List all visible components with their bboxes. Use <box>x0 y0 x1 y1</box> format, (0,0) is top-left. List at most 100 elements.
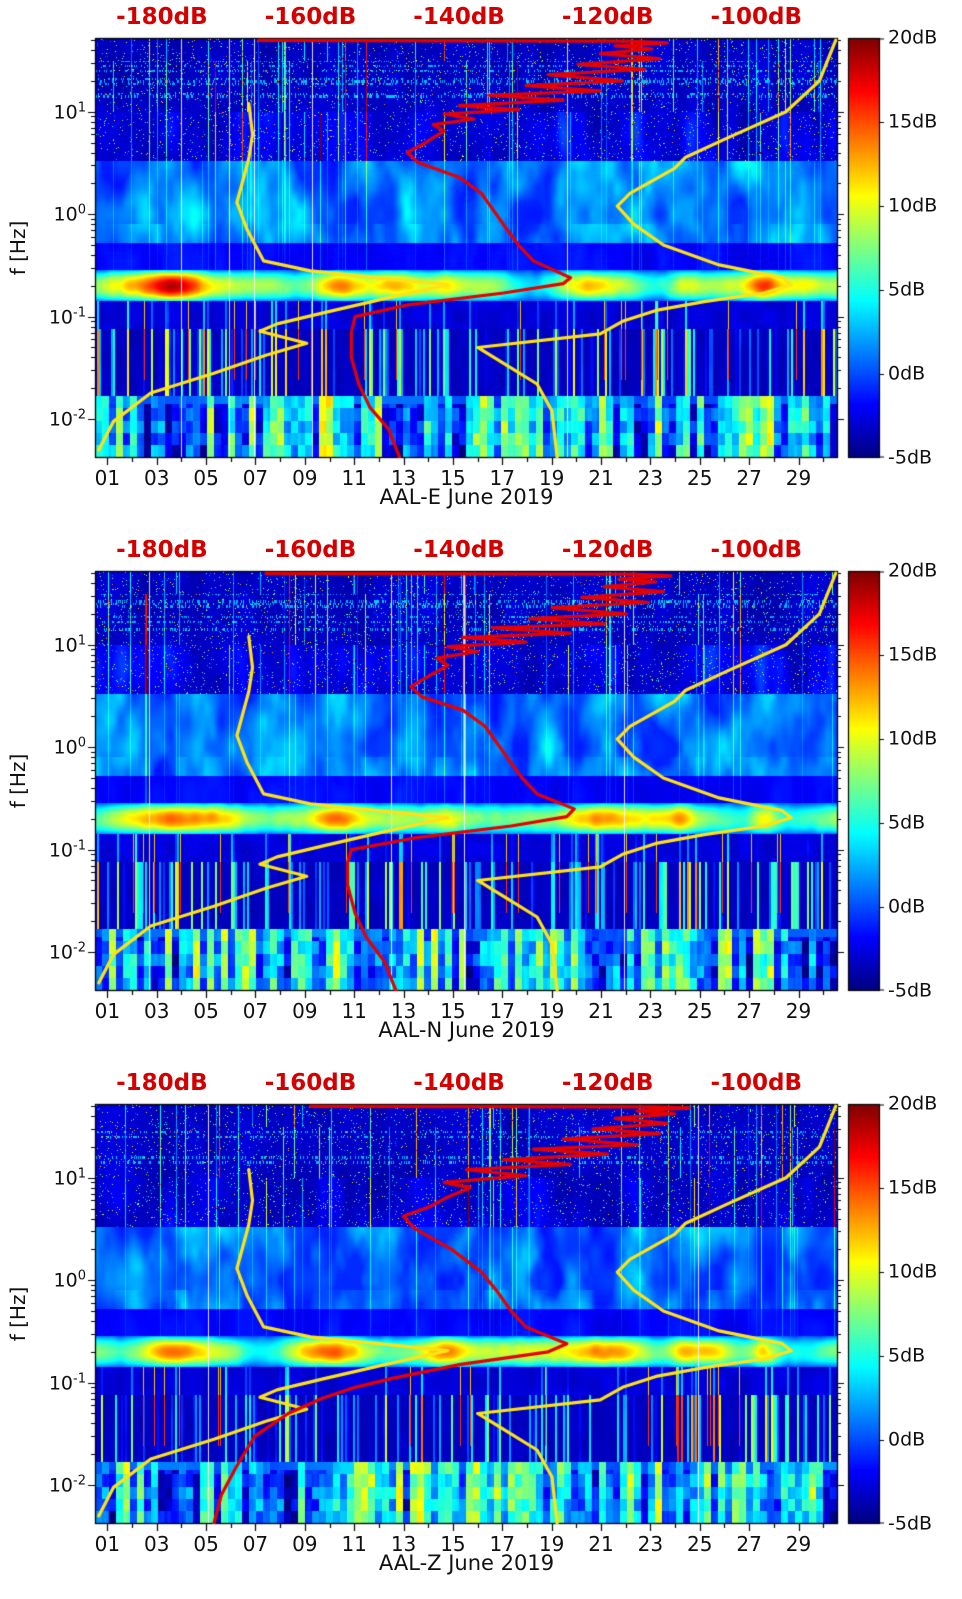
x-tick-label: 19 <box>538 466 565 490</box>
spectrogram-canvas-aal-n <box>0 533 962 1066</box>
y-tick-base: 10 <box>48 408 74 431</box>
y-tick-exponent: 1 <box>77 1166 86 1182</box>
top-axis-tick-label: -140dB <box>413 537 505 563</box>
y-tick-label: 101 <box>54 634 86 655</box>
panel-title: AAL-Z June 2019 <box>378 1551 555 1575</box>
top-axis-tick-label: -120dB <box>561 4 654 30</box>
panel-aal-z: -180dB -160dB -140dB -120dB -100dB 01 03 05 07 09… <box>0 1066 962 1599</box>
y-tick-base: 10 <box>53 203 78 226</box>
y-tick-base: 10 <box>48 941 74 964</box>
top-axis-tick-label: -180dB <box>116 4 208 30</box>
y-tick-exponent: 0 <box>77 1268 86 1284</box>
x-tick-label: 01 <box>94 1532 121 1556</box>
colorbar-tick-label: 15dB <box>888 110 938 133</box>
y-tick-label: 10-2 <box>49 1474 86 1495</box>
top-axis-tick-label: -160dB <box>264 4 357 30</box>
x-tick-label: 23 <box>637 1532 664 1556</box>
y-tick-label: 101 <box>54 101 86 122</box>
panel-title: AAL-N June 2019 <box>378 1018 555 1042</box>
x-tick-label: 03 <box>143 1532 170 1556</box>
x-tick-label: 15 <box>440 466 466 490</box>
top-axis-tick-label: -140dB <box>413 4 505 30</box>
colorbar-tick-label: 5dB <box>888 1344 926 1367</box>
colorbar-tick-label: 20dB <box>888 26 938 49</box>
colorbar-tick-label: -5dB <box>888 979 933 1002</box>
x-tick-label: 11 <box>341 999 367 1023</box>
x-tick-label: 13 <box>390 1532 417 1556</box>
top-axis-tick-label: -160dB <box>264 1070 357 1096</box>
colorbar-tick-label: 10dB <box>888 727 938 750</box>
x-tick-label: 25 <box>687 999 713 1023</box>
x-tick-label: 01 <box>94 999 121 1023</box>
y-tick-exponent: 1 <box>77 100 86 116</box>
top-axis-tick-label: -120dB <box>561 537 654 563</box>
colorbar-tick-label: 10dB <box>888 194 938 217</box>
x-tick-label: 09 <box>292 999 318 1023</box>
colorbar-tick-label: 0dB <box>888 362 926 385</box>
colorbar-tick-label: 0dB <box>888 895 926 918</box>
panel-aal-n: -180dB -160dB -140dB -120dB -100dB 01 03 05 07 09… <box>0 533 962 1066</box>
y-tick-label: 101 <box>54 1167 86 1188</box>
x-tick-label: 25 <box>687 466 713 490</box>
top-axis-tick-label: -160dB <box>264 537 357 563</box>
x-tick-label: 21 <box>588 1532 614 1556</box>
x-tick-label: 07 <box>242 466 269 490</box>
x-tick-label: 07 <box>242 999 269 1023</box>
y-tick-base: 10 <box>53 634 78 657</box>
x-tick-label: 13 <box>390 999 417 1023</box>
y-tick-label: 100 <box>54 737 86 758</box>
colorbar-tick-label: 5dB <box>888 811 926 834</box>
colorbar-tick-label: 5dB <box>888 278 926 301</box>
colorbar-tick-label: 0dB <box>888 1428 926 1451</box>
x-tick-label: 07 <box>242 1532 269 1556</box>
y-axis-label: f [Hz] <box>6 1286 30 1342</box>
x-tick-label: 19 <box>538 1532 565 1556</box>
colorbar-tick-label: -5dB <box>888 446 933 469</box>
y-tick-exponent: 1 <box>77 633 86 649</box>
top-axis-tick-label: -140dB <box>413 1070 505 1096</box>
x-tick-label: 03 <box>143 466 170 490</box>
x-tick-label: 15 <box>440 1532 466 1556</box>
top-axis-tick-label: -180dB <box>116 537 208 563</box>
x-tick-label: 19 <box>538 999 565 1023</box>
y-tick-exponent: -2 <box>73 1473 86 1489</box>
y-tick-base: 10 <box>48 839 74 862</box>
x-tick-label: 27 <box>736 466 762 490</box>
x-tick-label: 29 <box>785 466 812 490</box>
y-axis-label: f [Hz] <box>6 753 30 809</box>
top-axis-tick-label: -100dB <box>710 537 803 563</box>
y-tick-exponent: -2 <box>73 407 86 423</box>
y-tick-exponent: 0 <box>77 735 86 751</box>
x-tick-label: 27 <box>736 999 762 1023</box>
panel-aal-e: -180dB -160dB -140dB -120dB -100dB 01 03 05 07 09… <box>0 0 962 533</box>
colorbar-tick-label: 15dB <box>888 1176 938 1199</box>
x-tick-label: 17 <box>489 466 516 490</box>
x-tick-label: 01 <box>94 466 121 490</box>
y-tick-label: 10-1 <box>49 306 86 327</box>
y-tick-label: 100 <box>54 204 86 225</box>
panel-title: AAL-E June 2019 <box>379 485 554 509</box>
x-tick-label: 13 <box>390 466 417 490</box>
x-tick-label: 11 <box>341 466 367 490</box>
y-tick-base: 10 <box>53 736 78 759</box>
y-tick-label: 100 <box>54 1270 86 1291</box>
x-tick-label: 21 <box>588 999 614 1023</box>
x-tick-label: 05 <box>193 999 219 1023</box>
x-tick-label: 27 <box>736 1532 762 1556</box>
spectrogram-canvas-aal-e <box>0 0 962 533</box>
x-tick-label: 15 <box>440 999 466 1023</box>
top-axis-tick-label: -180dB <box>116 1070 208 1096</box>
x-tick-label: 03 <box>143 999 170 1023</box>
top-axis-tick-label: -100dB <box>710 4 803 30</box>
y-tick-base: 10 <box>53 1269 78 1292</box>
colorbar-tick-label: 10dB <box>888 1260 938 1283</box>
x-tick-label: 23 <box>637 999 664 1023</box>
y-tick-exponent: -1 <box>73 1370 86 1386</box>
x-tick-label: 17 <box>489 999 516 1023</box>
top-axis-tick-label: -120dB <box>561 1070 654 1096</box>
y-tick-label: 10-2 <box>49 408 86 429</box>
x-tick-label: 29 <box>785 1532 812 1556</box>
y-tick-exponent: -1 <box>73 837 86 853</box>
spectrogram-canvas-aal-z <box>0 1066 962 1599</box>
x-tick-label: 25 <box>687 1532 713 1556</box>
